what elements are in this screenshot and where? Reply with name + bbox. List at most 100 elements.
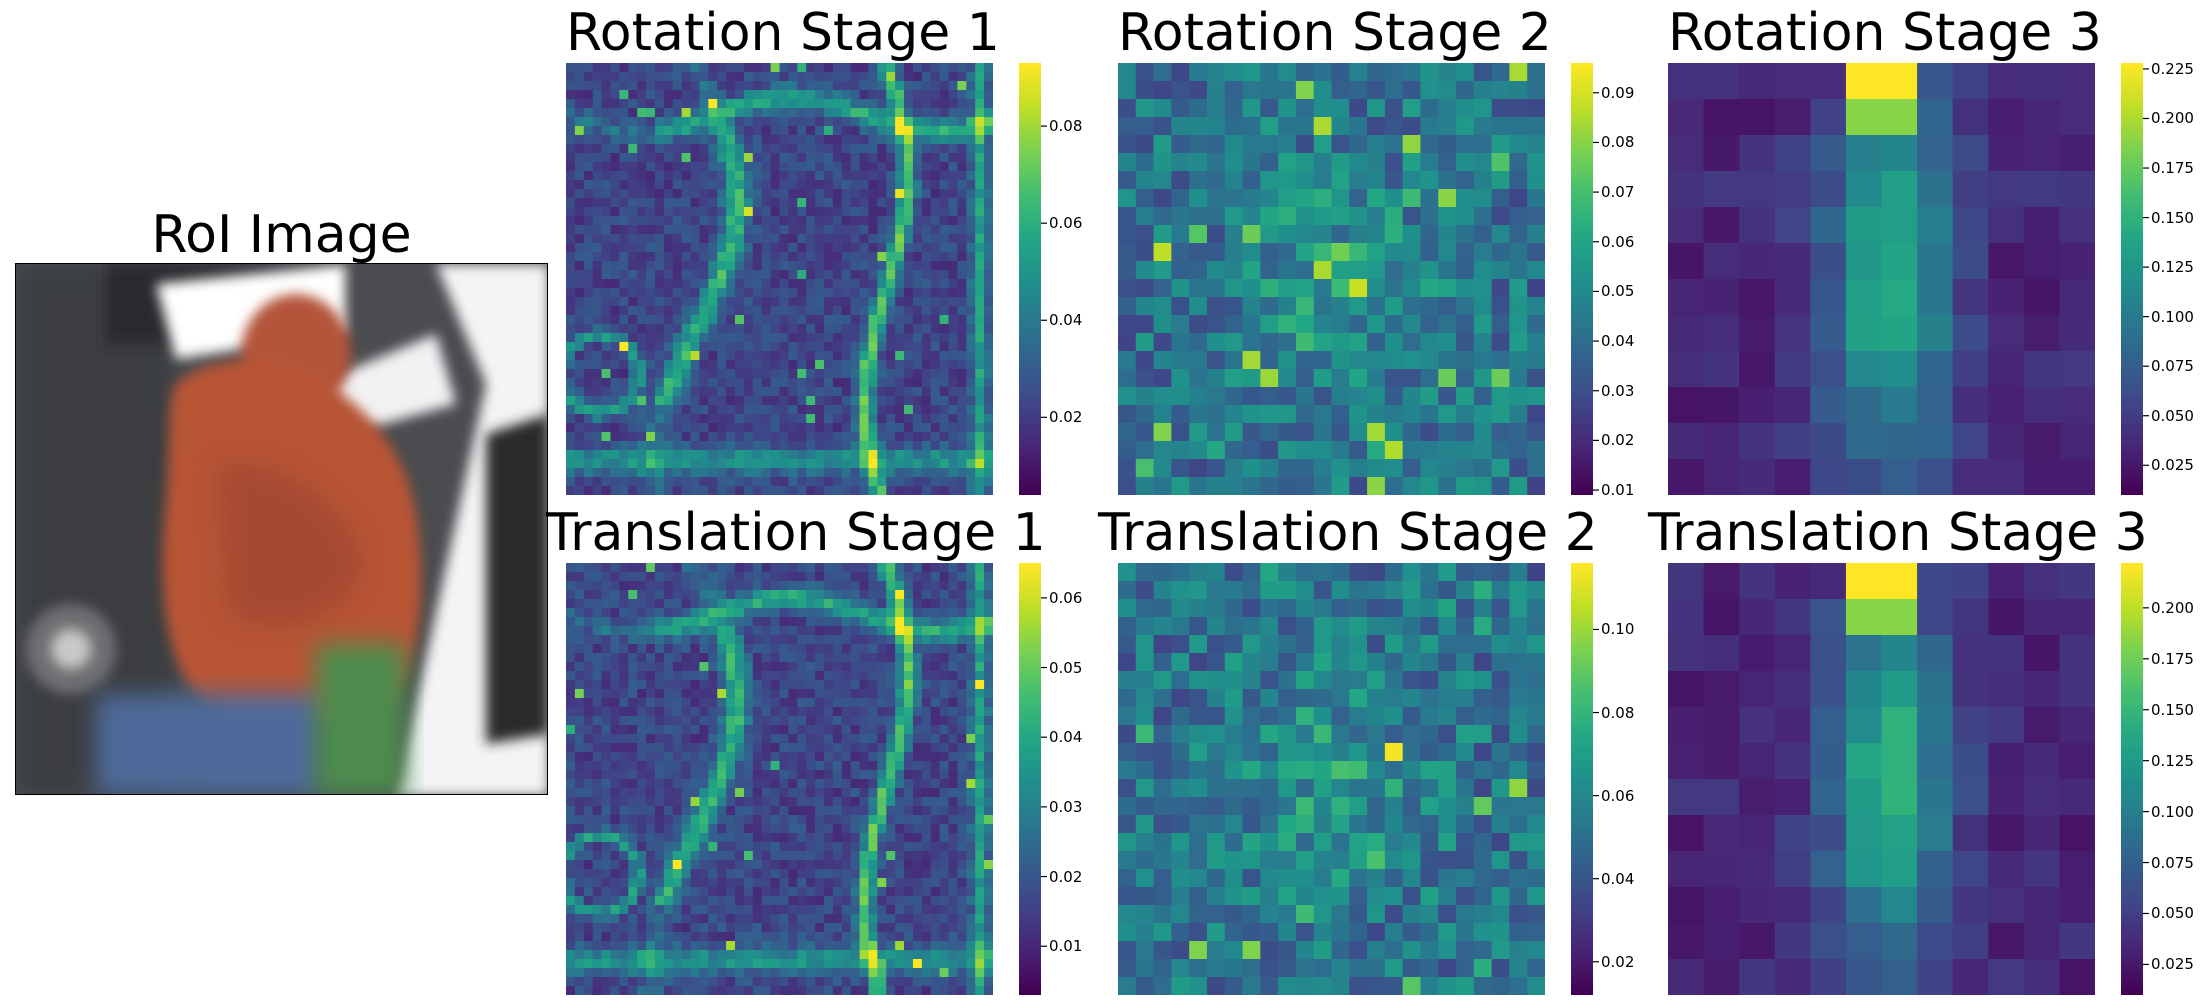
heatmap-cell — [761, 563, 772, 573]
heatmap-cell — [797, 797, 807, 807]
heatmap-cell — [690, 387, 701, 397]
heatmap-cell — [690, 644, 701, 654]
heatmap-cell — [797, 252, 807, 262]
heatmap-cell — [921, 815, 932, 825]
heatmap-cell — [708, 671, 718, 681]
heatmap-cell — [592, 63, 603, 73]
heatmap-cell — [646, 671, 656, 681]
heatmap-cell — [601, 761, 612, 771]
heatmap-cell — [921, 608, 932, 618]
heatmap-cell — [779, 378, 789, 388]
heatmap-cell — [610, 896, 620, 906]
heatmap-cell — [735, 842, 745, 852]
heatmap-cell — [779, 644, 789, 654]
heatmap-cell — [815, 342, 825, 352]
heatmap-cell — [948, 342, 959, 352]
heatmap-cell — [779, 108, 789, 118]
heatmap-cell — [1242, 441, 1261, 460]
heatmap-cell — [619, 459, 629, 469]
heatmap-cell — [921, 896, 932, 906]
heatmap-cell — [761, 689, 772, 699]
heatmap-cell — [975, 905, 985, 915]
heatmap-cell — [699, 824, 709, 834]
heatmap-cell — [895, 608, 905, 618]
heatmap-cell — [815, 914, 825, 924]
heatmap-cell — [779, 171, 789, 181]
heatmap-cell — [743, 761, 754, 771]
heatmap-cell — [1242, 351, 1261, 370]
heatmap-cell — [601, 153, 612, 163]
heatmap-cell — [966, 369, 976, 379]
heatmap-cell — [583, 797, 594, 807]
heatmap-cell — [939, 459, 950, 469]
heatmap-cell — [770, 653, 781, 663]
heatmap-cell — [699, 396, 709, 406]
heatmap-cell — [939, 441, 950, 451]
heatmap-cell — [708, 635, 718, 645]
heatmap-cell — [877, 135, 887, 145]
heatmap-cell — [1810, 135, 1847, 172]
heatmap-cell — [921, 680, 932, 690]
heatmap-cell — [912, 653, 923, 663]
heatmap-cell — [948, 689, 959, 699]
heatmap-cell — [948, 351, 959, 361]
heatmap-cell — [1509, 279, 1528, 298]
heatmap-cell — [868, 734, 878, 744]
heatmap-cell — [726, 423, 736, 433]
heatmap-cell — [610, 842, 620, 852]
heatmap-cell — [984, 153, 993, 163]
heatmap-cell — [797, 851, 807, 861]
heatmap-cell — [663, 234, 674, 244]
heatmap-cell — [637, 306, 647, 316]
heatmap-cell — [681, 905, 692, 915]
heatmap-cell — [601, 743, 612, 753]
heatmap-cell — [939, 590, 950, 600]
heatmap-cell — [735, 405, 745, 415]
heatmap-cell — [646, 423, 656, 433]
heatmap-cell — [975, 734, 985, 744]
heatmap-cell — [583, 590, 594, 600]
heatmap-cell — [966, 869, 976, 879]
heatmap-cell — [592, 405, 603, 415]
heatmap-cell — [975, 563, 985, 573]
heatmap-cell — [752, 707, 763, 717]
heatmap-cell — [646, 779, 656, 789]
heatmap-cell — [1527, 369, 1545, 388]
heatmap-cell — [752, 135, 763, 145]
heatmap-cell — [877, 752, 887, 762]
heatmap-cell — [1952, 351, 1989, 388]
heatmap-cell — [726, 360, 736, 370]
heatmap-cell — [628, 581, 638, 591]
heatmap-cell — [966, 824, 976, 834]
heatmap-cell — [886, 108, 896, 118]
heatmap-cell — [895, 734, 905, 744]
heatmap-cell — [761, 162, 772, 172]
heatmap-cell — [735, 459, 745, 469]
heatmap-cell — [566, 81, 576, 91]
heatmap-cell — [832, 833, 843, 843]
heatmap-cell — [610, 680, 620, 690]
heatmap-cell — [672, 378, 683, 388]
heatmap-cell — [743, 815, 754, 825]
heatmap-cell — [1456, 225, 1475, 244]
heatmap-cell — [832, 189, 843, 199]
heatmap-cell — [566, 324, 576, 334]
heatmap-cell — [984, 905, 993, 915]
heatmap-cell — [939, 162, 950, 172]
heatmap-cell — [868, 279, 878, 289]
heatmap-cell — [806, 270, 816, 280]
heatmap-cell — [984, 468, 993, 478]
heatmap-cell — [957, 815, 967, 825]
heatmap-cell — [823, 342, 834, 352]
heatmap-cell — [921, 216, 932, 226]
heatmap-cell — [895, 468, 905, 478]
heatmap-cell — [699, 680, 709, 690]
heatmap-cell — [628, 468, 638, 478]
colorbar-tick-label: 0.04 — [1601, 332, 1635, 351]
heatmap-cell — [752, 405, 763, 415]
heatmap-cell — [984, 405, 993, 415]
heatmap-cell — [619, 671, 629, 681]
heatmap-cell — [574, 486, 585, 495]
heatmap-cell — [1988, 135, 2025, 172]
heatmap-cell — [699, 914, 709, 924]
